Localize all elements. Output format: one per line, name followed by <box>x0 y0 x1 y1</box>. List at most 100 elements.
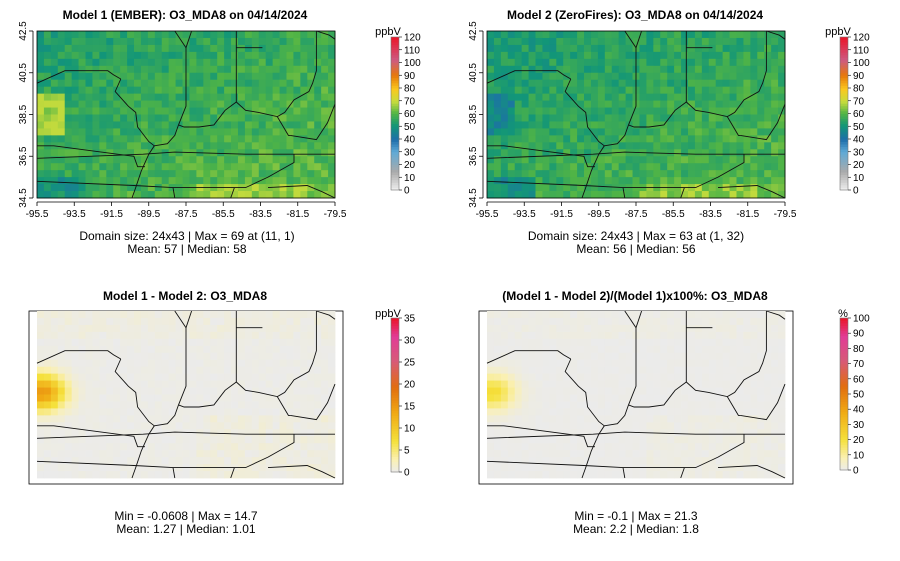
heatmap-cell <box>771 156 779 164</box>
heatmap-cell <box>71 436 79 444</box>
heatmap-cell <box>279 311 287 319</box>
colorbar-segment <box>840 406 848 410</box>
heatmap-cell <box>639 338 647 347</box>
heatmap-cell <box>590 79 599 88</box>
heatmap-cell <box>653 373 661 381</box>
heatmap-cell <box>667 163 675 171</box>
heatmap-cell <box>168 58 176 67</box>
heatmap-cell <box>493 366 502 375</box>
colorbar-segment <box>840 399 848 402</box>
heatmap-cell <box>189 317 197 326</box>
heatmap-cell <box>78 156 86 164</box>
heatmap-cell <box>64 86 73 95</box>
heatmap-cell <box>667 373 675 381</box>
heatmap-cell <box>244 443 253 451</box>
heatmap-cell <box>604 443 613 451</box>
heatmap-cell <box>189 366 197 375</box>
heatmap-cell <box>272 114 280 122</box>
heatmap-cell <box>237 142 246 150</box>
heatmap-cell <box>251 31 260 39</box>
heatmap-cell <box>147 352 156 361</box>
heatmap-cell <box>577 443 585 451</box>
heatmap-cell <box>203 86 211 95</box>
heatmap-cell <box>99 79 107 88</box>
heatmap-cell <box>134 37 142 46</box>
heatmap-cell <box>64 422 73 430</box>
heatmap-cell <box>701 184 710 192</box>
heatmap-cell <box>590 331 599 340</box>
heatmap-cell <box>321 37 329 46</box>
heatmap-cell <box>507 58 516 67</box>
heatmap-cell <box>189 408 197 416</box>
heatmap-cell <box>182 443 190 451</box>
heatmap-cell <box>293 345 301 354</box>
heatmap-cell <box>300 121 308 129</box>
heatmap-cell <box>210 163 218 171</box>
heatmap-cell <box>217 408 225 416</box>
heatmap-cell <box>500 79 509 88</box>
heatmap-cell <box>71 177 79 185</box>
colorbar-segment <box>391 47 399 51</box>
heatmap-cell <box>604 86 613 95</box>
colorbar-segment <box>840 386 848 390</box>
heatmap-cell <box>113 184 121 192</box>
heatmap-cell <box>64 37 73 46</box>
heatmap-cell <box>237 338 246 347</box>
heatmap-cell <box>590 37 599 46</box>
heatmap-cell <box>189 93 197 101</box>
heatmap-cell <box>708 156 717 164</box>
colorbar-segment <box>391 93 399 97</box>
heatmap-cell <box>231 31 239 39</box>
colorbar-unit: % <box>838 308 848 320</box>
heatmap-cell <box>154 121 163 129</box>
heatmap-cell <box>154 177 163 185</box>
heatmap-cell <box>660 422 668 430</box>
heatmap-cell <box>231 58 239 67</box>
heatmap-cell <box>85 324 93 333</box>
heatmap-cell <box>681 429 689 437</box>
heatmap-cell <box>57 128 66 136</box>
heatmap-cell <box>196 72 204 81</box>
heatmap-cell <box>71 373 79 381</box>
heatmap-cell <box>514 58 523 67</box>
heatmap-cell <box>542 100 550 108</box>
colorbar-segment <box>391 407 399 411</box>
heatmap-cell <box>154 359 163 368</box>
heatmap-cell <box>237 37 246 46</box>
heatmap-cell <box>757 93 765 101</box>
heatmap-cell <box>37 464 45 472</box>
heatmap-cell <box>203 471 211 479</box>
heatmap-cell <box>217 311 225 319</box>
heatmap-cell <box>611 471 620 479</box>
colorbar-tick-label: 20 <box>853 160 865 171</box>
colorbar-segment <box>391 42 399 46</box>
heatmap-cell <box>584 471 592 479</box>
heatmap-cell <box>286 352 294 361</box>
heatmap-cell <box>175 163 183 171</box>
heatmap-cell <box>161 345 170 354</box>
heatmap-cell <box>182 429 190 437</box>
heatmap-cell <box>618 366 626 375</box>
heatmap-cell <box>625 380 633 388</box>
heatmap-cell <box>487 436 495 444</box>
heatmap-cell <box>736 338 744 347</box>
heatmap-cell <box>701 317 710 326</box>
heatmap-cell <box>611 345 620 354</box>
heatmap-cell <box>92 450 100 458</box>
heatmap-cell <box>542 31 550 39</box>
heatmap-cell <box>140 107 149 115</box>
heatmap-cell <box>757 65 765 74</box>
heatmap-cell <box>134 72 142 81</box>
heatmap-cell <box>722 401 730 409</box>
heatmap-cell <box>660 352 668 361</box>
heatmap-cell <box>307 156 315 164</box>
colorbar-segment <box>391 167 399 170</box>
heatmap-cell <box>196 156 204 164</box>
heatmap-cell <box>604 135 613 143</box>
state-boundary-line <box>486 350 572 364</box>
heatmap-cell <box>556 163 564 171</box>
heatmap-cell <box>147 457 156 465</box>
colorbar-segment <box>840 179 848 183</box>
heatmap-cell <box>694 149 703 157</box>
